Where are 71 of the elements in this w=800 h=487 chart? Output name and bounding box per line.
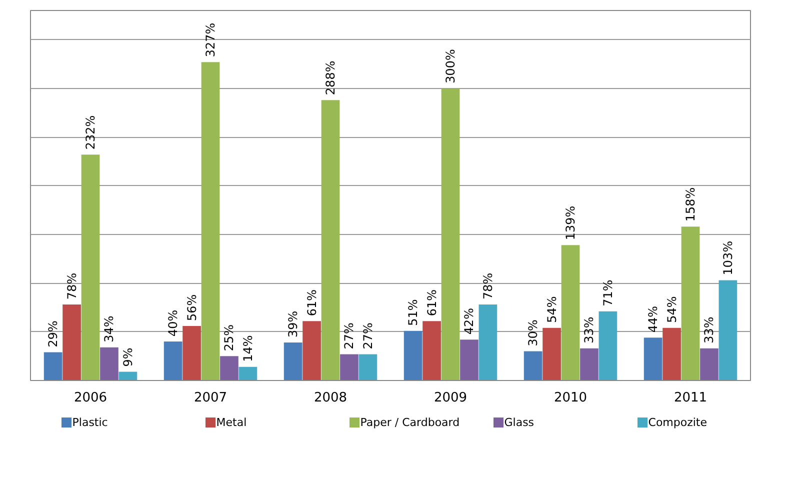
data-label: 33% [582, 316, 596, 344]
bar [81, 154, 100, 380]
data-label: 51% [406, 299, 420, 326]
x-tick-label: 2006 [74, 390, 108, 406]
data-label: 9% [120, 348, 135, 367]
bar [220, 356, 238, 380]
data-label: 42% [462, 308, 476, 335]
bar [201, 62, 220, 380]
bar [561, 245, 580, 380]
legend-label: Metal [216, 416, 247, 429]
bar [662, 328, 681, 380]
bar [238, 366, 258, 380]
bar [542, 328, 561, 380]
data-label: 71% [600, 280, 615, 306]
data-label: 300% [444, 49, 458, 84]
legend-label: Plastic [72, 416, 108, 429]
data-label: 327% [204, 22, 218, 58]
x-tick-label: 2010 [554, 390, 588, 406]
bar [340, 354, 358, 380]
bar [358, 354, 378, 380]
bar [598, 311, 618, 380]
data-label: 33% [702, 316, 716, 344]
bar [441, 88, 460, 380]
bar [718, 280, 738, 380]
data-label: 34% [102, 316, 116, 342]
data-label: 139% [564, 206, 578, 240]
data-label: 54% [544, 296, 559, 323]
bar [524, 351, 542, 380]
data-label: 61% [304, 289, 319, 316]
data-label: 25% [222, 324, 236, 352]
bar [100, 347, 118, 380]
data-label: 44% [646, 306, 660, 333]
bar [321, 100, 340, 380]
data-label: 78% [480, 272, 495, 300]
bar [422, 321, 441, 380]
bar [302, 321, 321, 380]
x-tick-label: 2008 [314, 390, 348, 406]
bar [681, 226, 700, 380]
bar [284, 342, 302, 380]
data-label: 29% [46, 320, 60, 348]
bar [164, 342, 182, 380]
data-label: 14% [240, 335, 255, 362]
bar [580, 348, 598, 380]
bar [62, 304, 81, 380]
bar [478, 304, 498, 380]
x-tick-label: 2007 [194, 390, 228, 406]
bar [644, 338, 662, 380]
data-label: 30% [526, 320, 540, 346]
x-tick-label: 2011 [674, 390, 708, 406]
data-label: 158% [684, 187, 698, 222]
bar [118, 372, 138, 380]
bar [700, 348, 718, 380]
data-label: 103% [720, 240, 735, 276]
x-tick-label: 2009 [434, 390, 468, 406]
bar [404, 330, 422, 380]
data-label: 39% [286, 310, 300, 338]
bar [460, 340, 478, 380]
data-label: 288% [324, 60, 338, 96]
legend-label: Glass [504, 416, 534, 429]
data-label: 78% [64, 272, 79, 300]
data-label: 27% [360, 322, 375, 350]
legend-label: Paper / Cardboard [360, 416, 460, 429]
data-label: 40% [166, 310, 180, 337]
bar [44, 352, 62, 380]
legend-label: Compozite [648, 416, 708, 429]
data-label: 56% [184, 294, 199, 321]
data-label: 27% [342, 322, 356, 350]
data-label: 54% [664, 296, 679, 323]
data-label: 232% [84, 115, 98, 150]
data-label: 61% [424, 289, 439, 316]
bar [182, 326, 201, 380]
